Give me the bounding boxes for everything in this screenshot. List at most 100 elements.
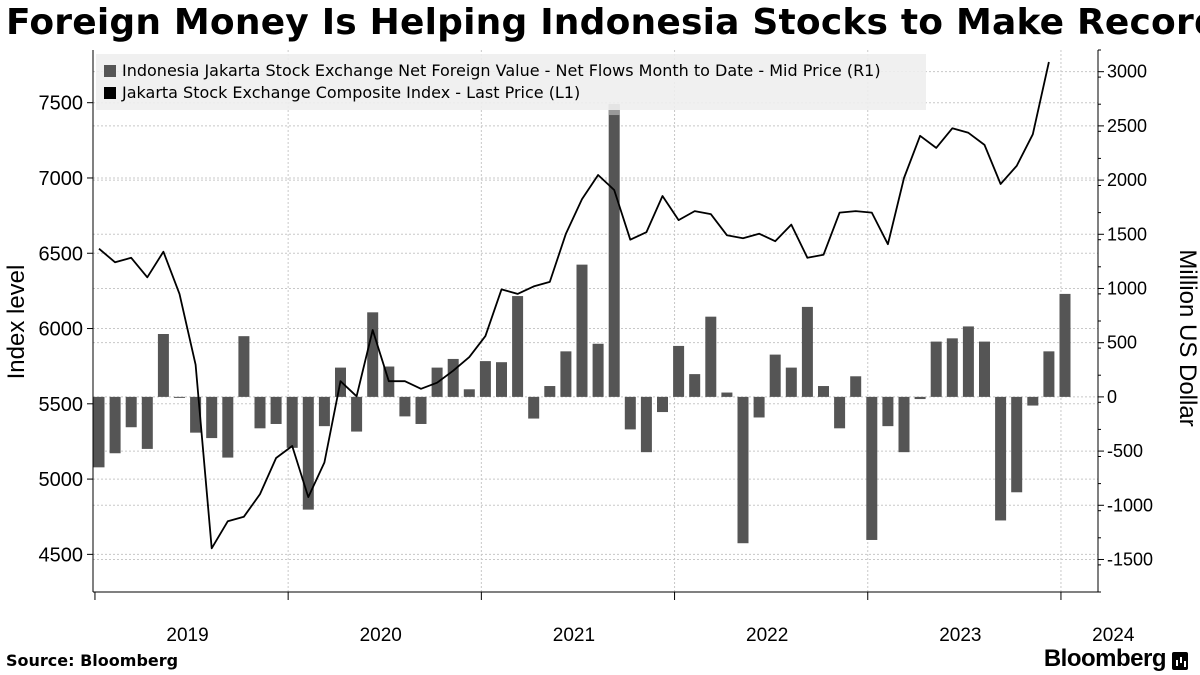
bar-57 — [1011, 396, 1023, 493]
bar-7 — [206, 396, 218, 439]
bar-30 — [576, 264, 588, 397]
bar-43 — [785, 367, 797, 397]
bar-10 — [254, 396, 266, 429]
legend-swatch-line — [104, 86, 116, 99]
bar-50 — [898, 396, 910, 453]
bar-54 — [962, 326, 974, 397]
bar-48 — [866, 396, 878, 540]
bar-42 — [769, 354, 781, 397]
bar-47 — [850, 376, 862, 397]
bar-33 — [624, 396, 636, 430]
bar-55 — [979, 341, 990, 397]
bar-14 — [318, 396, 330, 427]
right-tick-label: 2000 — [1107, 170, 1147, 190]
left-tick-label: 6000 — [39, 319, 84, 341]
bar-13 — [302, 396, 314, 510]
bar-20 — [415, 396, 427, 424]
x-tick-label: 2023 — [939, 625, 981, 646]
bar-53 — [946, 338, 958, 397]
bar-36 — [673, 345, 685, 397]
left-tick-label: 5000 — [39, 469, 84, 491]
right-tick-label: 2500 — [1107, 116, 1147, 136]
right-tick-label: -1000 — [1107, 495, 1153, 515]
left-tick-label: 7500 — [39, 93, 84, 115]
bloomberg-terminal-icon — [1172, 652, 1188, 670]
bar-9 — [238, 336, 250, 397]
bar-24 — [479, 361, 491, 397]
bar-32 — [608, 104, 620, 397]
right-tick-label: -500 — [1107, 441, 1143, 461]
bar-4 — [157, 334, 169, 397]
bar-27 — [528, 396, 540, 419]
bar-26 — [512, 296, 524, 397]
bar-46 — [834, 396, 846, 429]
bar-39 — [721, 392, 733, 397]
bar-17 — [367, 312, 379, 397]
bar-51 — [914, 396, 926, 400]
left-axis-title: Index level — [3, 265, 30, 380]
left-tick-label: 7000 — [39, 168, 84, 190]
bar-35 — [657, 396, 668, 413]
bar-40 — [737, 396, 749, 544]
bar-38 — [705, 316, 717, 397]
legend-label-net-flows: Indonesia Jakarta Stock Exchange Net For… — [122, 61, 881, 80]
left-tick-label: 4500 — [39, 544, 84, 566]
index-line — [98, 61, 1050, 550]
bar-6 — [190, 396, 202, 433]
bar-59 — [1043, 351, 1055, 397]
bar-37 — [689, 374, 701, 397]
brand-logo: Bloomberg — [1043, 645, 1167, 672]
right-tick-label: 1000 — [1107, 278, 1147, 298]
bar-12 — [286, 396, 298, 448]
x-tick-label: 2024 — [1092, 625, 1135, 646]
bar-8 — [222, 396, 234, 458]
bar-22 — [447, 358, 459, 397]
bar-58 — [1027, 396, 1039, 406]
legend: Indonesia Jakarta Stock Exchange Net For… — [96, 54, 926, 110]
bar-16 — [351, 396, 363, 432]
bar-2 — [125, 396, 137, 428]
x-tick-label: 2020 — [360, 625, 402, 646]
bar-3 — [141, 396, 153, 449]
bar-34 — [640, 396, 652, 453]
bar-56 — [995, 396, 1007, 521]
legend-item-net-flows: Indonesia Jakarta Stock Exchange Net For… — [104, 61, 881, 80]
x-tick-label: 2019 — [166, 625, 208, 646]
bar-23 — [463, 389, 475, 397]
left-tick-label: 5500 — [39, 394, 84, 416]
bar-0 — [93, 396, 105, 468]
line-series — [98, 61, 1050, 550]
x-tick-label: 2021 — [553, 625, 595, 646]
x-tick-label: 2022 — [746, 625, 788, 646]
bar-25 — [496, 362, 507, 397]
bar-60 — [1059, 293, 1071, 397]
chart-title: Foreign Money Is Helping Indonesia Stock… — [6, 2, 1200, 43]
right-tick-label: 0 — [1107, 387, 1117, 407]
right-tick-label: -1500 — [1107, 549, 1153, 569]
bar-5 — [174, 396, 185, 398]
bar-31 — [592, 343, 604, 397]
bar-52 — [930, 341, 942, 397]
legend-item-index: Jakarta Stock Exchange Composite Index -… — [104, 83, 580, 102]
right-tick-label: 3000 — [1107, 62, 1147, 82]
bar-49 — [882, 396, 894, 427]
right-tick-label: 500 — [1107, 333, 1137, 353]
bar-19 — [399, 396, 411, 417]
source-note: Source: Bloomberg — [6, 651, 179, 670]
bar-series — [93, 104, 1071, 544]
legend-label-index: Jakarta Stock Exchange Composite Index -… — [122, 83, 581, 102]
right-tick-label: 1500 — [1107, 224, 1147, 244]
bar-1 — [109, 396, 121, 454]
bar-11 — [270, 396, 282, 424]
axes: 4500500055006000650070007500-1500-1000-5… — [3, 49, 1200, 646]
bar-45 — [818, 386, 829, 397]
bar-44 — [801, 306, 813, 397]
left-tick-label: 6500 — [39, 243, 84, 265]
legend-swatch-bars — [104, 64, 116, 77]
bar-29 — [560, 351, 572, 397]
right-axis-title: Million US Dollar — [1174, 249, 1200, 426]
bar-28 — [544, 386, 556, 397]
gridlines — [93, 50, 1098, 592]
bar-41 — [753, 396, 765, 418]
